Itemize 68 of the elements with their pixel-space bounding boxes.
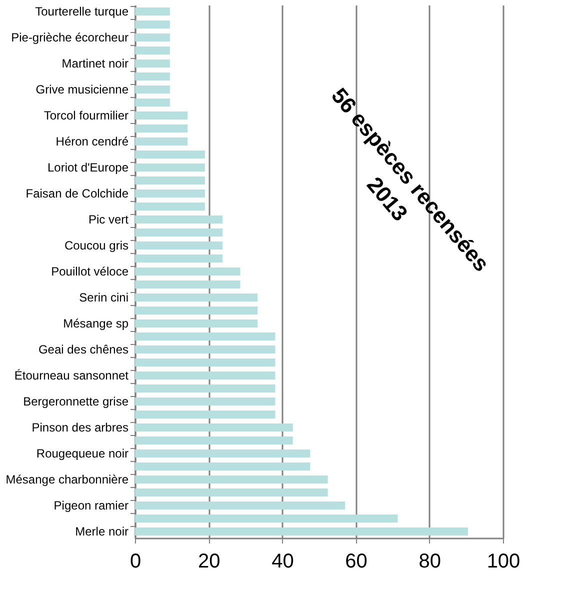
- bar: [135, 216, 223, 224]
- y-tick-label: Grive musicienne: [36, 82, 129, 96]
- y-tick-label: Torcol fourmilier: [44, 108, 128, 122]
- bar: [135, 398, 276, 406]
- bar: [135, 372, 276, 380]
- bar: [135, 86, 170, 94]
- bar: [135, 138, 188, 146]
- y-tick-label: Pouillot véloce: [51, 264, 129, 278]
- x-tick-label: 40: [272, 550, 294, 572]
- y-tick-label: Geai des chênes: [38, 342, 128, 356]
- bar: [135, 450, 310, 458]
- y-tick-label: Pie-grièche écorcheur: [11, 30, 128, 44]
- y-tick-label: Merle noir: [75, 524, 128, 538]
- bar: [135, 332, 276, 340]
- bar: [135, 476, 328, 484]
- y-tick-label: Étourneau sansonnet: [14, 368, 130, 382]
- bar: [135, 202, 205, 210]
- y-tick-label: Serin cini: [79, 290, 128, 304]
- bar: [135, 242, 223, 250]
- bar: [135, 346, 276, 354]
- y-tick-label: Bergeronnette grise: [23, 394, 129, 408]
- bar: [135, 60, 170, 68]
- bar: [135, 410, 276, 418]
- bar: [135, 112, 188, 120]
- x-tick-label: 0: [130, 550, 142, 572]
- bar: [135, 462, 310, 470]
- y-tick-label: Pic vert: [88, 212, 130, 226]
- y-tick-label: Tourterelle turque: [35, 4, 129, 18]
- bar: [135, 436, 293, 444]
- bar: [135, 320, 258, 328]
- bar: [135, 190, 205, 198]
- bar: [135, 254, 223, 262]
- x-tick-label: 100: [486, 550, 520, 572]
- bar: [135, 306, 258, 314]
- bar: [135, 8, 170, 16]
- y-tick-label: Faisan de Colchide: [26, 186, 129, 200]
- bar: [135, 46, 170, 54]
- bar: [135, 150, 205, 158]
- x-tick-label: 20: [198, 550, 220, 572]
- bar: [135, 528, 468, 536]
- y-tick-label: Martinet noir: [62, 56, 128, 70]
- bar: [135, 502, 346, 510]
- bar: [135, 514, 398, 522]
- bar: [135, 34, 170, 42]
- bar: [135, 424, 293, 432]
- x-tick-label: 80: [418, 550, 442, 572]
- bar: [135, 294, 258, 302]
- bar: [135, 280, 240, 288]
- y-tick-label: Pigeon ramier: [54, 498, 128, 512]
- y-tick-label: Pinson des arbres: [32, 420, 128, 434]
- bar: [135, 176, 205, 184]
- y-tick-label: Coucou gris: [64, 238, 128, 252]
- bar: [135, 384, 276, 392]
- y-tick-label: Héron cendré: [56, 134, 129, 148]
- bar: [135, 268, 240, 276]
- bar: [135, 124, 188, 132]
- bar: [135, 358, 276, 366]
- y-tick-label: Loriot d'Europe: [47, 160, 129, 174]
- y-tick-label: Mésange charbonnière: [6, 472, 129, 486]
- bar: [135, 72, 170, 80]
- y-tick-label: Rougequeue noir: [36, 446, 128, 460]
- bar: [135, 98, 170, 106]
- x-tick-label: 60: [345, 550, 368, 572]
- bar: [135, 488, 328, 496]
- y-tick-label: Mésange sp: [63, 316, 129, 330]
- bar: [135, 164, 205, 172]
- bar: [135, 228, 223, 236]
- bar: [135, 20, 170, 28]
